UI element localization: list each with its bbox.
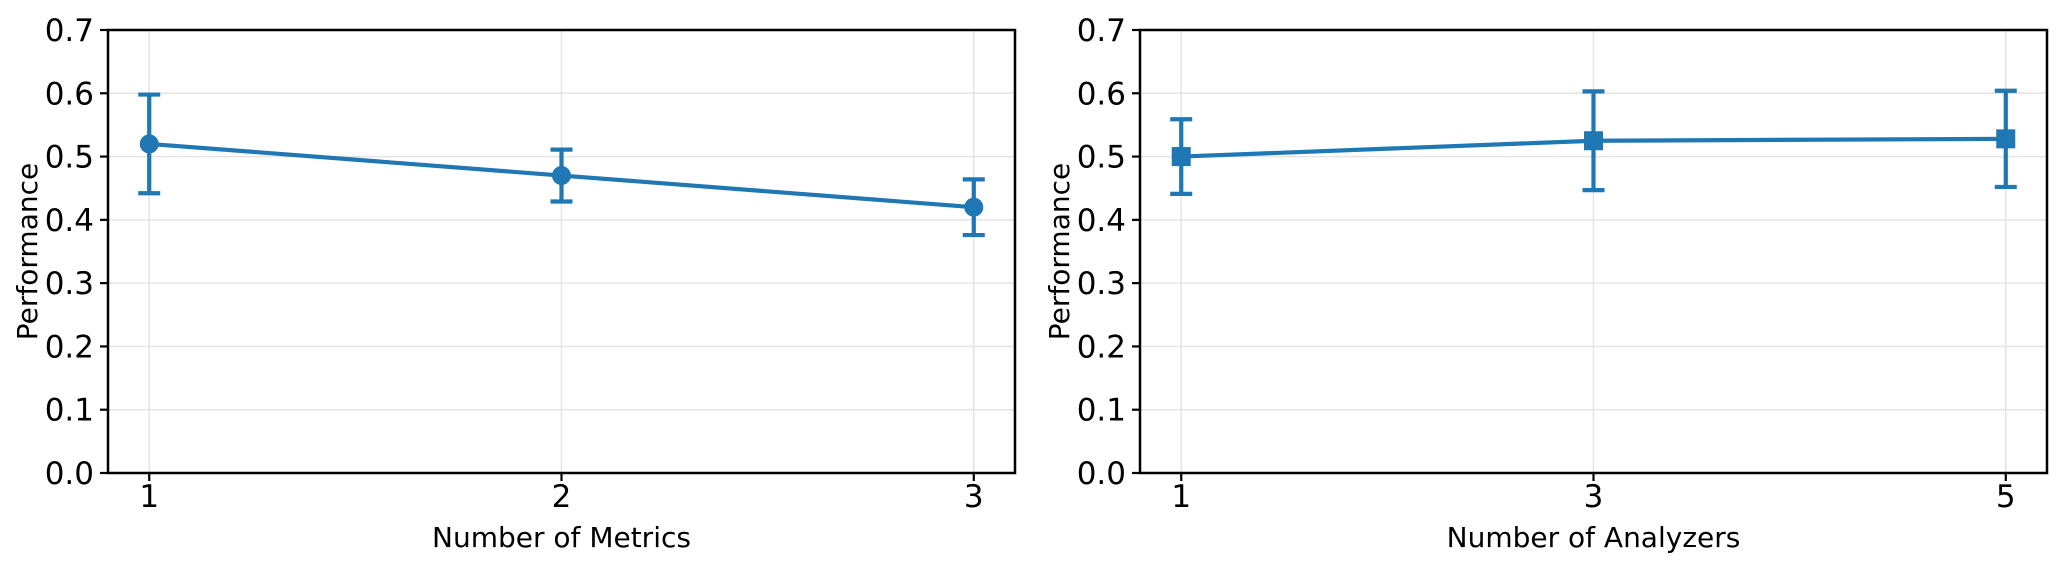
y-tick-label: 0.6 [1077, 76, 1126, 112]
x-tick-label: 2 [552, 479, 572, 515]
series-markers [139, 134, 984, 217]
x-axis-label: Number of Analyzers [1447, 521, 1741, 554]
y-tick-label: 0.4 [45, 203, 94, 239]
y-tick-label: 0.3 [45, 266, 94, 302]
y-tick-label: 0.1 [1077, 393, 1126, 429]
x-tick-label: 5 [1996, 479, 2016, 515]
y-tick-label: 0.0 [1077, 456, 1126, 492]
y-tick-label: 0.2 [45, 329, 94, 365]
y-tick-label: 0.5 [45, 140, 94, 176]
square-marker [1996, 129, 2016, 149]
x-axis-label: Number of Metrics [432, 521, 691, 554]
x-tick-label: 1 [1171, 479, 1191, 515]
y-tick-label: 0.7 [1077, 13, 1126, 49]
x-tick-labels: 1 3 5 [1171, 479, 2015, 515]
square-marker [1584, 131, 1603, 151]
circle-marker [964, 197, 984, 217]
y-tick-label: 0.3 [1077, 266, 1126, 302]
metrics-chart: 1 2 3 0.0 0.1 0.2 0.3 0.4 0.5 0.6 0.7 Number of Met… [11, 13, 1017, 554]
analyzers-chart-panel: 1 3 5 0.0 0.1 0.2 0.3 0.4 0.5 0.6 0.7 Number of Ana… [1032, 0, 2064, 564]
tick-marks [1132, 28, 2007, 481]
metrics-chart-panel: 1 2 3 0.0 0.1 0.2 0.3 0.4 0.5 0.6 0.7 Number of Met… [11, 13, 1017, 554]
circle-marker [139, 134, 159, 154]
series-markers [1171, 129, 2016, 167]
y-tick-label: 0.1 [45, 393, 94, 429]
y-tick-label: 0.4 [1077, 203, 1126, 239]
y-tick-label: 0.2 [1077, 329, 1126, 365]
x-tick-label: 3 [1584, 479, 1604, 515]
x-tick-label: 3 [964, 479, 984, 515]
analyzers-chart: 1 3 5 0.0 0.1 0.2 0.3 0.4 0.5 0.6 0.7 Number of Ana… [1043, 13, 2049, 554]
x-tick-label: 1 [139, 479, 159, 515]
y-tick-label: 0.7 [45, 13, 94, 49]
y-axis-label: Performance [1043, 163, 1076, 340]
y-tick-labels: 0.0 0.1 0.2 0.3 0.4 0.5 0.6 0.7 [45, 13, 94, 492]
y-axis-label: Performance [11, 163, 44, 340]
square-marker [1171, 147, 1191, 167]
circle-marker [552, 166, 571, 186]
y-tick-label: 0.0 [45, 456, 94, 492]
y-tick-label: 0.5 [1077, 140, 1126, 176]
x-tick-labels: 1 2 3 [139, 479, 983, 515]
y-tick-label: 0.6 [45, 76, 94, 112]
y-tick-labels: 0.0 0.1 0.2 0.3 0.4 0.5 0.6 0.7 [1077, 13, 1126, 492]
tick-marks [100, 28, 975, 481]
gridlines [108, 29, 1015, 474]
